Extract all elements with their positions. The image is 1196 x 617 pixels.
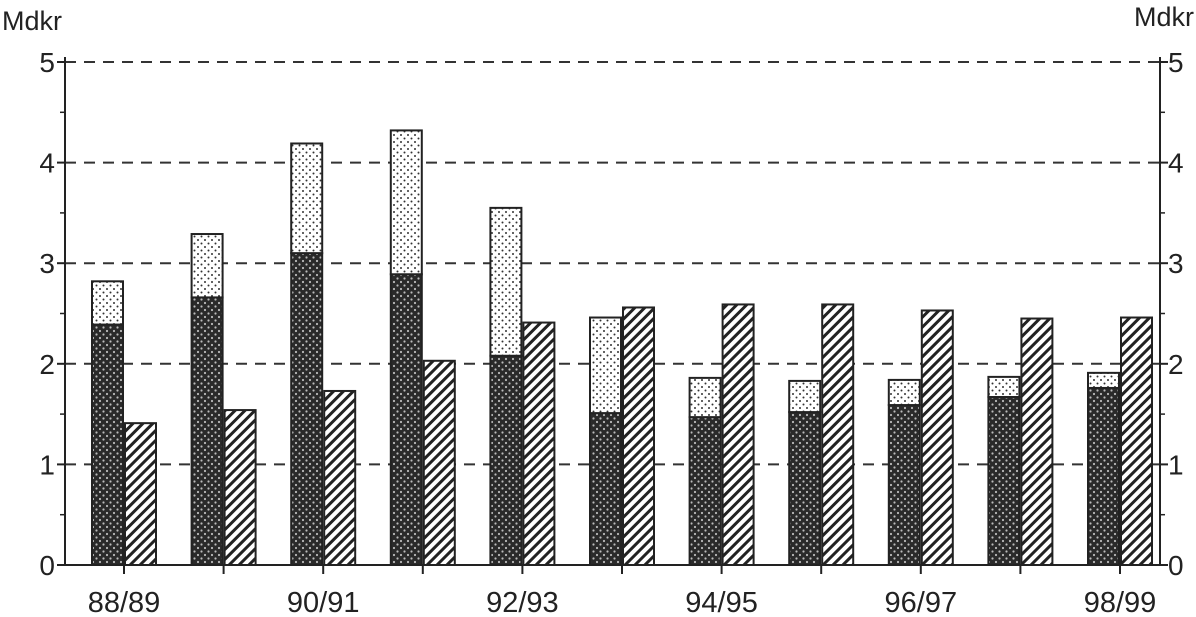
bar-diagonal-hatch [1020, 317, 1054, 566]
bar-diagonal-hatch [124, 422, 157, 566]
bar-dark-dotted [887, 404, 921, 566]
bar-diagonal-hatch [223, 409, 257, 566]
y-tick-label-left: 5 [39, 47, 55, 78]
x-tick-label: 90/91 [287, 587, 360, 617]
y-tick-label-right: 1 [1168, 449, 1184, 480]
x-tick-label: 88/89 [88, 587, 161, 617]
y-tick-label-left: 3 [39, 248, 55, 279]
y-tick-label-left: 0 [39, 550, 55, 581]
bar-diagonal-hatch [422, 359, 456, 567]
bar-diagonal-hatch [622, 306, 655, 566]
x-tick-label: 92/93 [486, 587, 559, 617]
bar-dark-dotted [589, 412, 622, 566]
bar-diagonal-hatch [721, 303, 755, 566]
bar-diagonal-hatch [323, 389, 357, 566]
bar-light-dotted [91, 280, 124, 326]
bar-light-dotted [589, 316, 622, 415]
left-axis-label: Mdkr [2, 6, 62, 36]
y-tick-label-right: 5 [1168, 47, 1184, 78]
y-tick-label-right: 0 [1168, 550, 1184, 581]
y-tick-label-left: 2 [39, 349, 55, 380]
bar-light-dotted [1087, 371, 1120, 389]
bar-light-dotted [887, 378, 921, 407]
y-tick-label-right: 2 [1168, 349, 1184, 380]
y-tick-label-left: 1 [39, 449, 55, 480]
x-tick-label: 96/97 [885, 587, 958, 617]
x-tick-label: 94/95 [685, 587, 758, 617]
x-tick-label: 98/99 [1084, 587, 1157, 617]
bar-dark-dotted [489, 354, 523, 567]
y-tick-label-left: 4 [39, 148, 55, 179]
bar-dark-dotted [290, 252, 324, 566]
bar-dark-dotted [788, 411, 822, 567]
bar-light-dotted [290, 142, 324, 255]
y-tick-label-right: 4 [1168, 148, 1184, 179]
bar-dark-dotted [987, 395, 1021, 566]
bar-dark-dotted [389, 273, 423, 566]
bar-light-dotted [688, 376, 722, 419]
bar-dark-dotted [688, 416, 722, 567]
bar-light-dotted [489, 206, 523, 357]
bar-light-dotted [389, 129, 423, 276]
right-axis-label: Mdkr [1134, 2, 1194, 32]
y-tick-label-right: 3 [1168, 248, 1184, 279]
bar-light-dotted [987, 375, 1021, 398]
bar-light-dotted [190, 233, 224, 299]
bar-diagonal-hatch [920, 309, 954, 566]
bar-dark-dotted [190, 296, 224, 566]
bar-diagonal-hatch [821, 303, 855, 566]
bar-light-dotted [788, 379, 822, 414]
bar-diagonal-hatch [522, 321, 556, 566]
bar-dark-dotted [1087, 386, 1120, 566]
bar-dark-dotted [91, 323, 124, 567]
bar-diagonal-hatch [1120, 316, 1153, 566]
